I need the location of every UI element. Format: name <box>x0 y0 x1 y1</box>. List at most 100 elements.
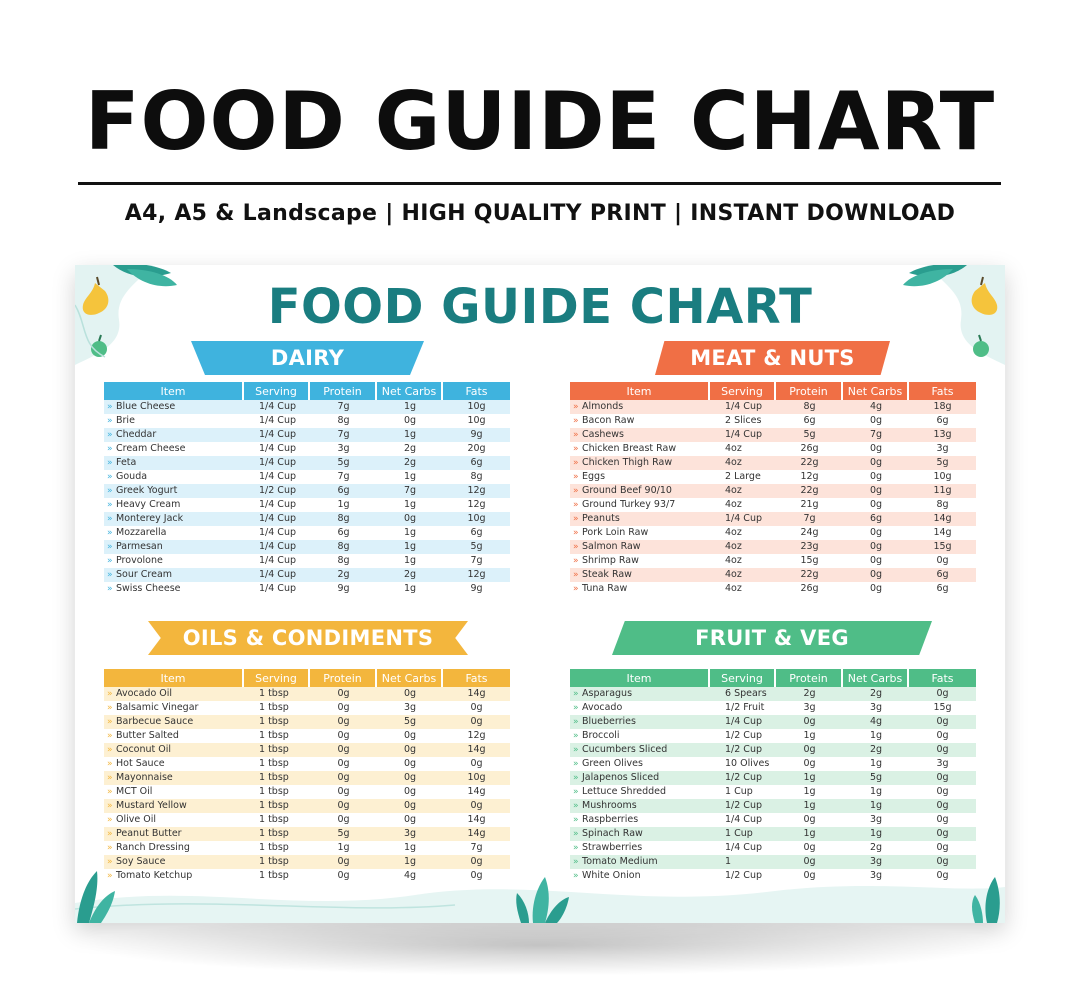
meat-nuts-table: Item Serving Protein Net Carbs Fats Almo… <box>570 382 976 596</box>
serving-value: 1 tbsp <box>244 813 310 827</box>
item-name: Jalapenos Sliced <box>570 771 710 785</box>
item-name: MCT Oil <box>104 785 244 799</box>
serving-value: 1 Cup <box>710 785 776 799</box>
serving-value: 1/2 Cup <box>710 743 776 757</box>
protein-value: 1g <box>776 827 843 841</box>
net-carbs-value: 5g <box>843 771 909 785</box>
protein-value: 0g <box>310 687 377 701</box>
poster-title: FOOD GUIDE CHART <box>267 279 813 335</box>
fats-value: 12g <box>443 498 510 512</box>
fats-value: 10g <box>909 470 976 484</box>
serving-value: 1 tbsp <box>244 771 310 785</box>
net-carbs-value: 6g <box>843 512 909 526</box>
serving-value: 1/4 Cup <box>244 456 310 470</box>
item-name: Heavy Cream <box>104 498 244 512</box>
item-name: Coconut Oil <box>104 743 244 757</box>
protein-value: 0g <box>776 757 843 771</box>
net-carbs-value: 2g <box>843 743 909 757</box>
net-carbs-value: 0g <box>377 799 443 813</box>
net-carbs-value: 1g <box>843 799 909 813</box>
net-carbs-value: 0g <box>377 757 443 771</box>
protein-value: 22g <box>776 456 843 470</box>
item-name: Mozzarella <box>104 526 244 540</box>
column-header-protein: Protein <box>776 669 843 687</box>
item-name: Olive Oil <box>104 813 244 827</box>
net-carbs-value: 7g <box>377 484 443 498</box>
serving-value: 1/2 Fruit <box>710 701 776 715</box>
serving-value: 1/2 Cup <box>710 771 776 785</box>
fats-value: 0g <box>909 729 976 743</box>
fats-value: 14g <box>443 785 510 799</box>
item-name: Avocado Oil <box>104 687 244 701</box>
serving-value: 2 Large <box>710 470 776 484</box>
protein-value: 0g <box>310 785 377 799</box>
net-carbs-value: 0g <box>377 729 443 743</box>
serving-value: 1/2 Cup <box>710 799 776 813</box>
net-carbs-value: 0g <box>843 568 909 582</box>
item-name: Raspberries <box>570 813 710 827</box>
fats-value: 15g <box>909 701 976 715</box>
serving-value: 4oz <box>710 568 776 582</box>
item-name: Blue Cheese <box>104 400 244 414</box>
oils-condiments-table: Item Serving Protein Net Carbs Fats Avoc… <box>104 669 510 883</box>
protein-value: 0g <box>776 855 843 869</box>
fats-value: 10g <box>443 771 510 785</box>
protein-value: 0g <box>776 813 843 827</box>
item-name: Strawberries <box>570 841 710 855</box>
serving-value: 1 tbsp <box>244 715 310 729</box>
net-carbs-value: 1g <box>377 540 443 554</box>
item-name: Spinach Raw <box>570 827 710 841</box>
protein-value: 7g <box>776 512 843 526</box>
pear-leaf-corner-right-icon <box>903 265 1005 365</box>
column-header-item: Item <box>104 382 244 400</box>
item-name: Chicken Thigh Raw <box>570 456 710 470</box>
item-name: Hot Sauce <box>104 757 244 771</box>
fats-value: 0g <box>909 799 976 813</box>
protein-value: 6g <box>310 484 377 498</box>
net-carbs-value: 0g <box>843 554 909 568</box>
item-name: Pork Loin Raw <box>570 526 710 540</box>
item-name: Asparagus <box>570 687 710 701</box>
item-name: Ranch Dressing <box>104 841 244 855</box>
page-subtitle: A4, A5 & Landscape | HIGH QUALITY PRINT … <box>124 201 956 226</box>
fats-value: 0g <box>909 743 976 757</box>
column-header-net-carbs: Net Carbs <box>843 382 909 400</box>
item-name: Tuna Raw <box>570 582 710 596</box>
item-name: Brie <box>104 414 244 428</box>
net-carbs-value: 0g <box>377 687 443 701</box>
net-carbs-value: 0g <box>843 526 909 540</box>
fats-value: 14g <box>443 743 510 757</box>
protein-value: 21g <box>776 498 843 512</box>
fats-value: 8g <box>909 498 976 512</box>
protein-value: 26g <box>776 582 843 596</box>
serving-value: 1 <box>710 855 776 869</box>
column-header-net-carbs: Net Carbs <box>377 382 443 400</box>
poster-shadow <box>90 915 990 975</box>
fats-value: 15g <box>909 540 976 554</box>
net-carbs-value: 0g <box>843 582 909 596</box>
serving-value: 1 tbsp <box>244 841 310 855</box>
net-carbs-value: 3g <box>377 827 443 841</box>
protein-value: 15g <box>776 554 843 568</box>
fats-value: 10g <box>443 400 510 414</box>
item-name: Provolone <box>104 554 244 568</box>
protein-value: 24g <box>776 526 843 540</box>
item-name: Soy Sauce <box>104 855 244 869</box>
protein-value: 6g <box>310 526 377 540</box>
serving-value: 1 tbsp <box>244 701 310 715</box>
fats-value: 13g <box>909 428 976 442</box>
fats-value: 12g <box>443 484 510 498</box>
fats-value: 9g <box>443 582 510 596</box>
item-name: Ground Beef 90/10 <box>570 484 710 498</box>
net-carbs-value: 4g <box>843 715 909 729</box>
serving-value: 1/4 Cup <box>244 498 310 512</box>
protein-value: 8g <box>310 512 377 526</box>
